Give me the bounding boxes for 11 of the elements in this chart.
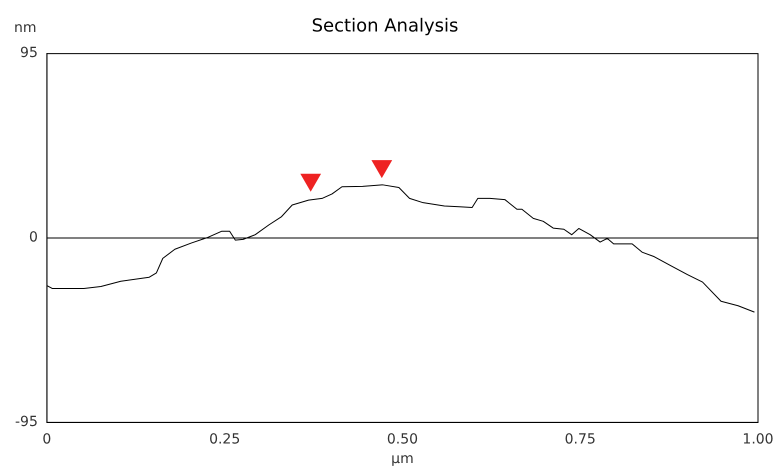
x-tick-label: 0.75 [564, 431, 596, 448]
chart-title: Section Analysis [312, 15, 458, 36]
x-tick-label: 1.00 [742, 431, 774, 448]
x-tick-label: 0.25 [209, 431, 240, 448]
y-axis-title: nm [14, 20, 37, 36]
y-tick-label: 95 [20, 45, 38, 62]
y-tick-label: -95 [14, 414, 38, 430]
x-tick-label: 0 [42, 431, 52, 448]
y-tick-label: 0 [28, 230, 38, 246]
x-tick-label: 0.50 [386, 431, 418, 448]
x-axis-title: µm [391, 451, 414, 468]
